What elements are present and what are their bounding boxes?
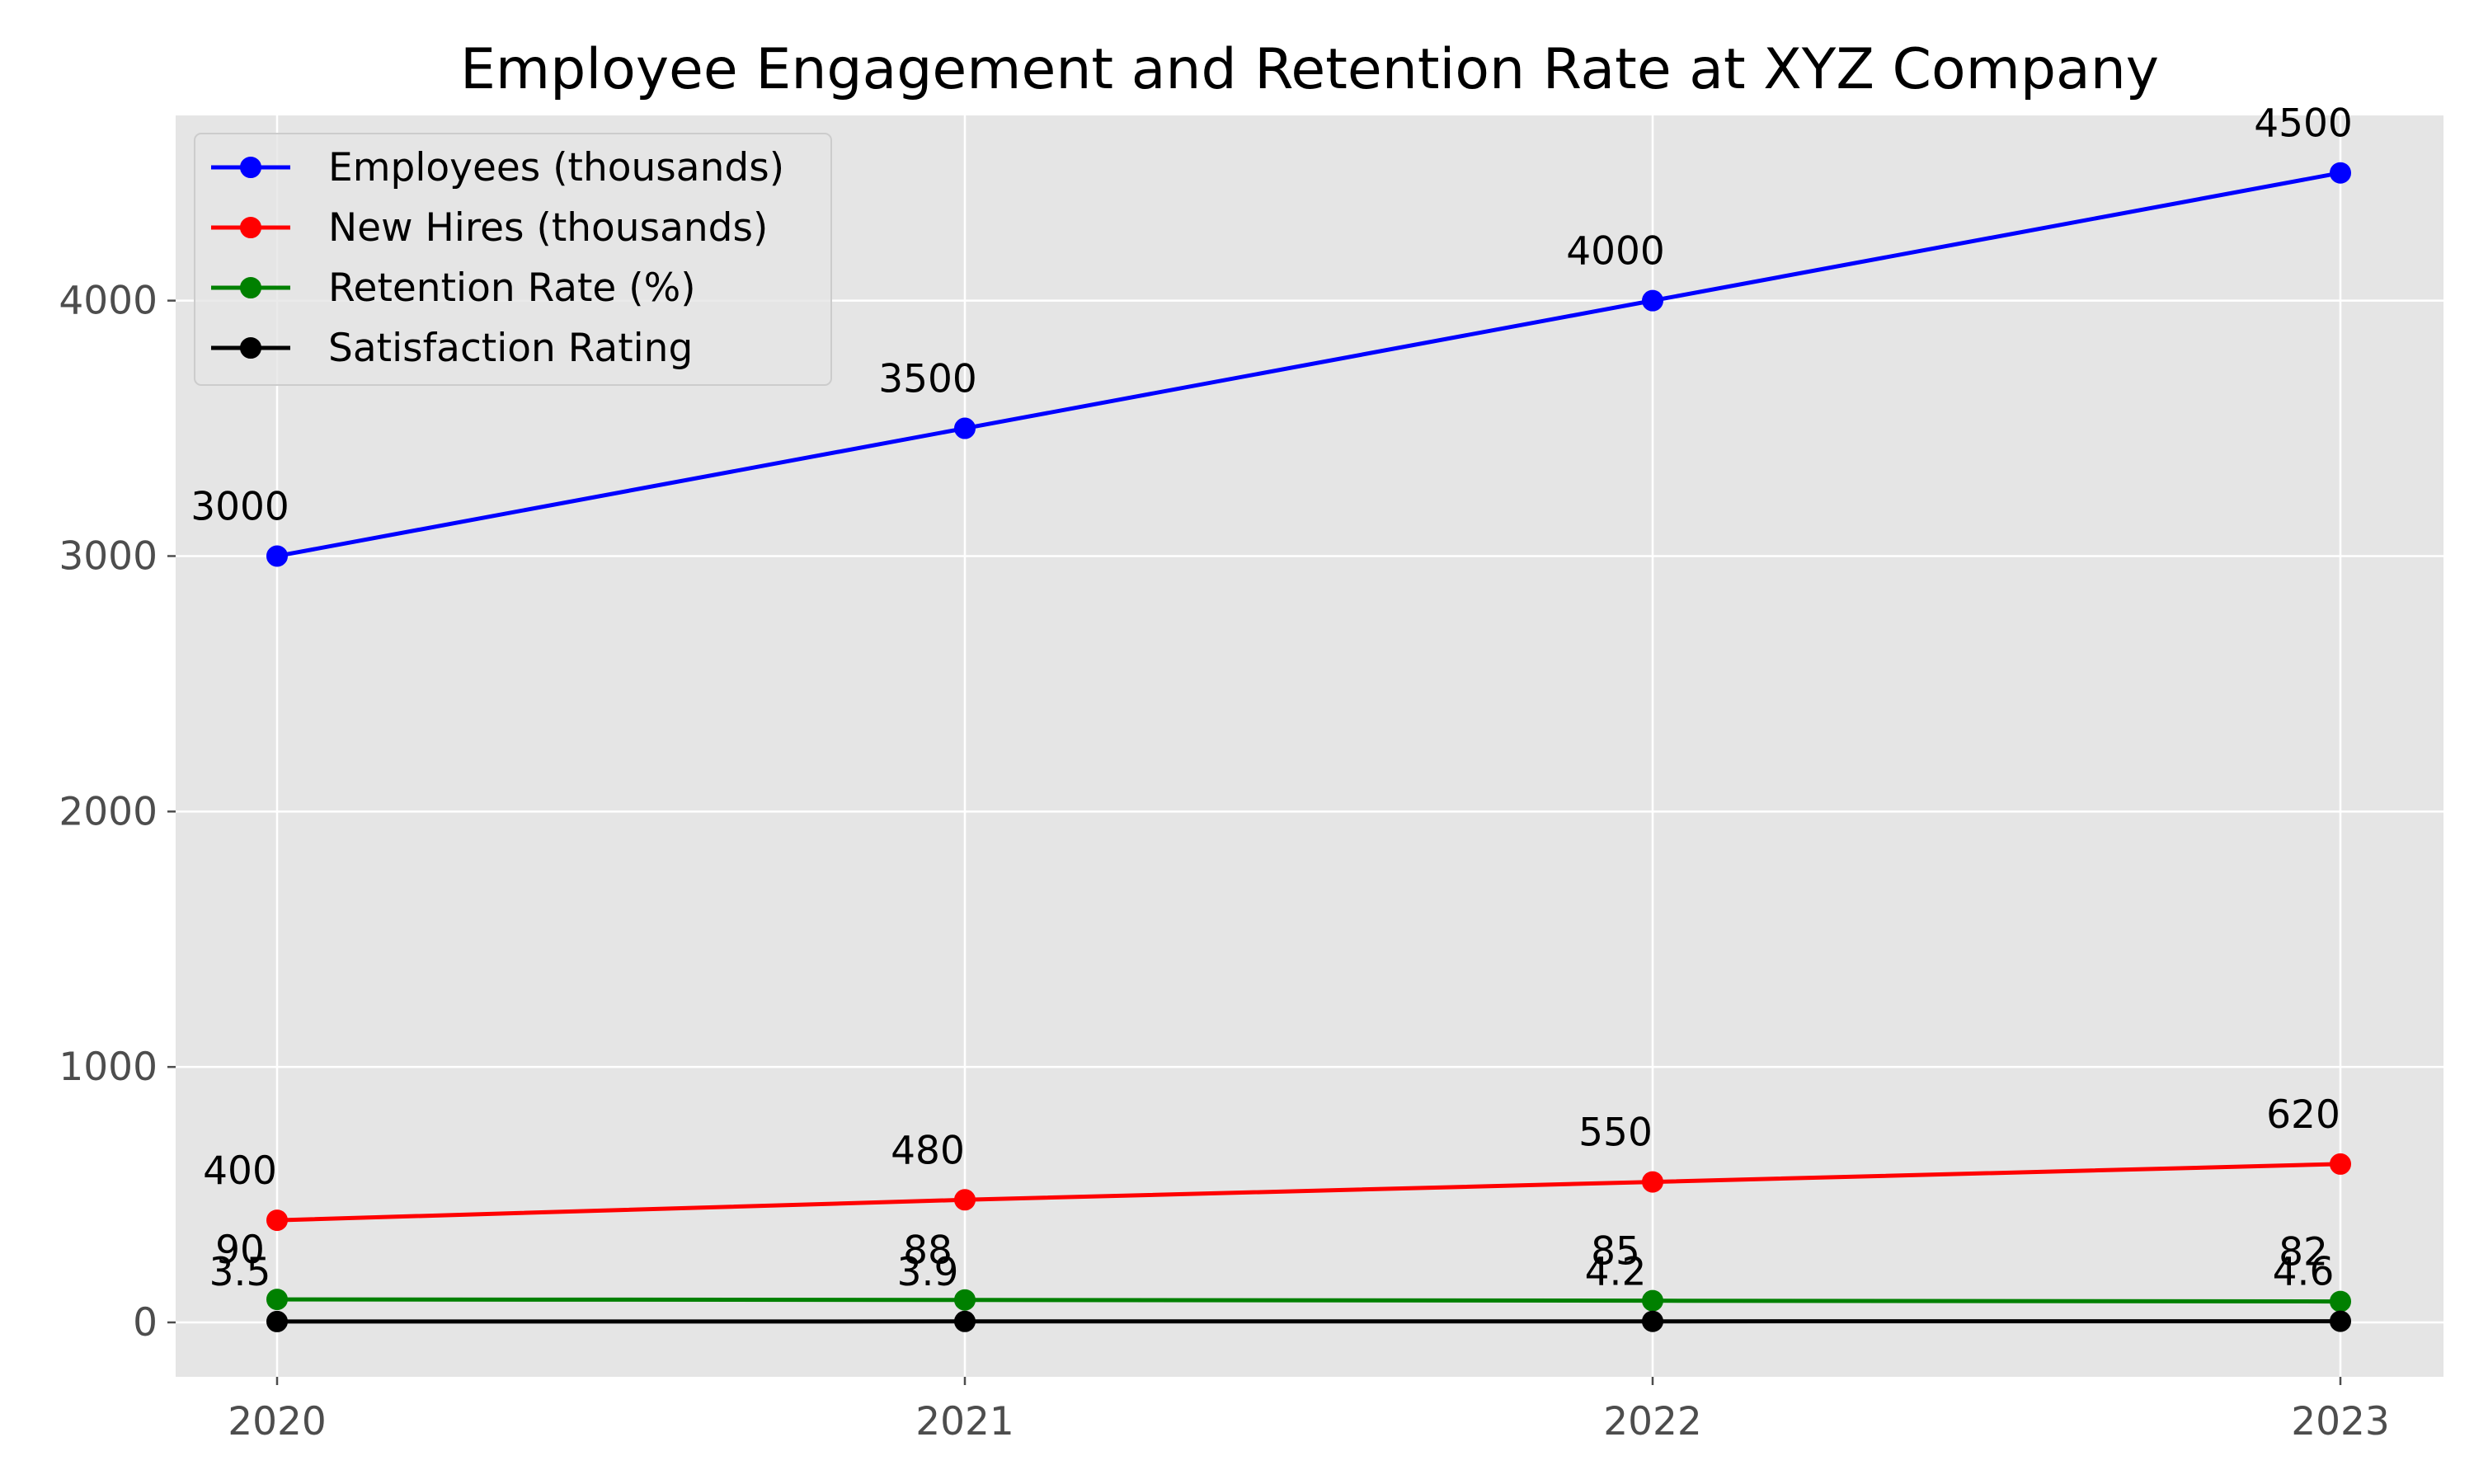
data-label: 3500 bbox=[878, 357, 977, 402]
data-label: 82 bbox=[2279, 1230, 2328, 1275]
data-labels: 3000 3500 4000 4500 400 480 550 620 90 88 85 82 3.5 3… bbox=[190, 101, 2353, 1295]
legend-box bbox=[194, 133, 832, 386]
data-label: 4000 bbox=[1566, 229, 1665, 275]
data-label: 4500 bbox=[2254, 101, 2353, 147]
data-label: 3.9 bbox=[897, 1250, 959, 1295]
data-point bbox=[954, 417, 976, 439]
data-point bbox=[266, 1209, 288, 1232]
legend-marker bbox=[240, 277, 261, 298]
axes: 2020 2021 2022 2023 0 1000 2000 3000 4000 bbox=[59, 279, 2389, 1444]
y-tick-label: 1000 bbox=[59, 1045, 158, 1090]
series-layer bbox=[266, 162, 2351, 1332]
data-label: 3000 bbox=[190, 484, 289, 529]
x-tick-label: 2023 bbox=[2291, 1399, 2390, 1444]
legend-entry-label: Retention Rate (%) bbox=[328, 265, 696, 311]
data-point bbox=[2330, 162, 2351, 184]
legend-marker bbox=[240, 157, 261, 178]
data-point bbox=[1642, 289, 1663, 312]
data-label: 400 bbox=[203, 1148, 277, 1194]
legend-marker bbox=[240, 217, 261, 238]
x-tick-label: 2020 bbox=[228, 1399, 327, 1444]
data-point bbox=[954, 1289, 976, 1311]
data-point bbox=[954, 1189, 976, 1211]
data-point bbox=[266, 545, 288, 567]
chart-title: Employee Engagement and Retention Rate a… bbox=[460, 37, 2159, 102]
legend-entry-label: New Hires (thousands) bbox=[328, 205, 768, 251]
series-line bbox=[276, 1297, 2341, 1304]
x-tick-label: 2022 bbox=[1603, 1399, 1702, 1444]
data-label: 85 bbox=[1591, 1229, 1640, 1275]
data-label: 480 bbox=[891, 1128, 965, 1173]
series-line bbox=[276, 171, 2341, 558]
legend-entry-label: Satisfaction Rating bbox=[328, 326, 693, 371]
data-label: 4.6 bbox=[2273, 1250, 2335, 1295]
y-tick-label: 2000 bbox=[59, 789, 158, 834]
data-point bbox=[1642, 1289, 1663, 1312]
data-point bbox=[1642, 1171, 1663, 1193]
data-point bbox=[266, 1310, 288, 1332]
data-point bbox=[954, 1310, 976, 1332]
data-label: 88 bbox=[903, 1228, 952, 1274]
data-point bbox=[2330, 1310, 2351, 1332]
data-label: 620 bbox=[2266, 1092, 2340, 1138]
series-line bbox=[276, 1162, 2341, 1223]
data-label: 550 bbox=[1578, 1111, 1653, 1156]
data-point bbox=[1642, 1310, 1663, 1332]
legend: Employees (thousands) New Hires (thousand… bbox=[194, 133, 832, 386]
x-tick-label: 2021 bbox=[915, 1399, 1014, 1444]
legend-marker bbox=[240, 337, 261, 359]
data-label: 90 bbox=[215, 1228, 265, 1273]
y-tick-label: 3000 bbox=[59, 533, 158, 579]
legend-entry-label: Employees (thousands) bbox=[328, 145, 784, 190]
y-tick-label: 0 bbox=[133, 1300, 158, 1345]
data-point bbox=[266, 1289, 288, 1311]
data-label: 4.2 bbox=[1585, 1250, 1647, 1295]
y-tick-label: 4000 bbox=[59, 279, 158, 324]
data-label: 3.5 bbox=[209, 1250, 271, 1295]
data-point bbox=[2330, 1153, 2351, 1175]
